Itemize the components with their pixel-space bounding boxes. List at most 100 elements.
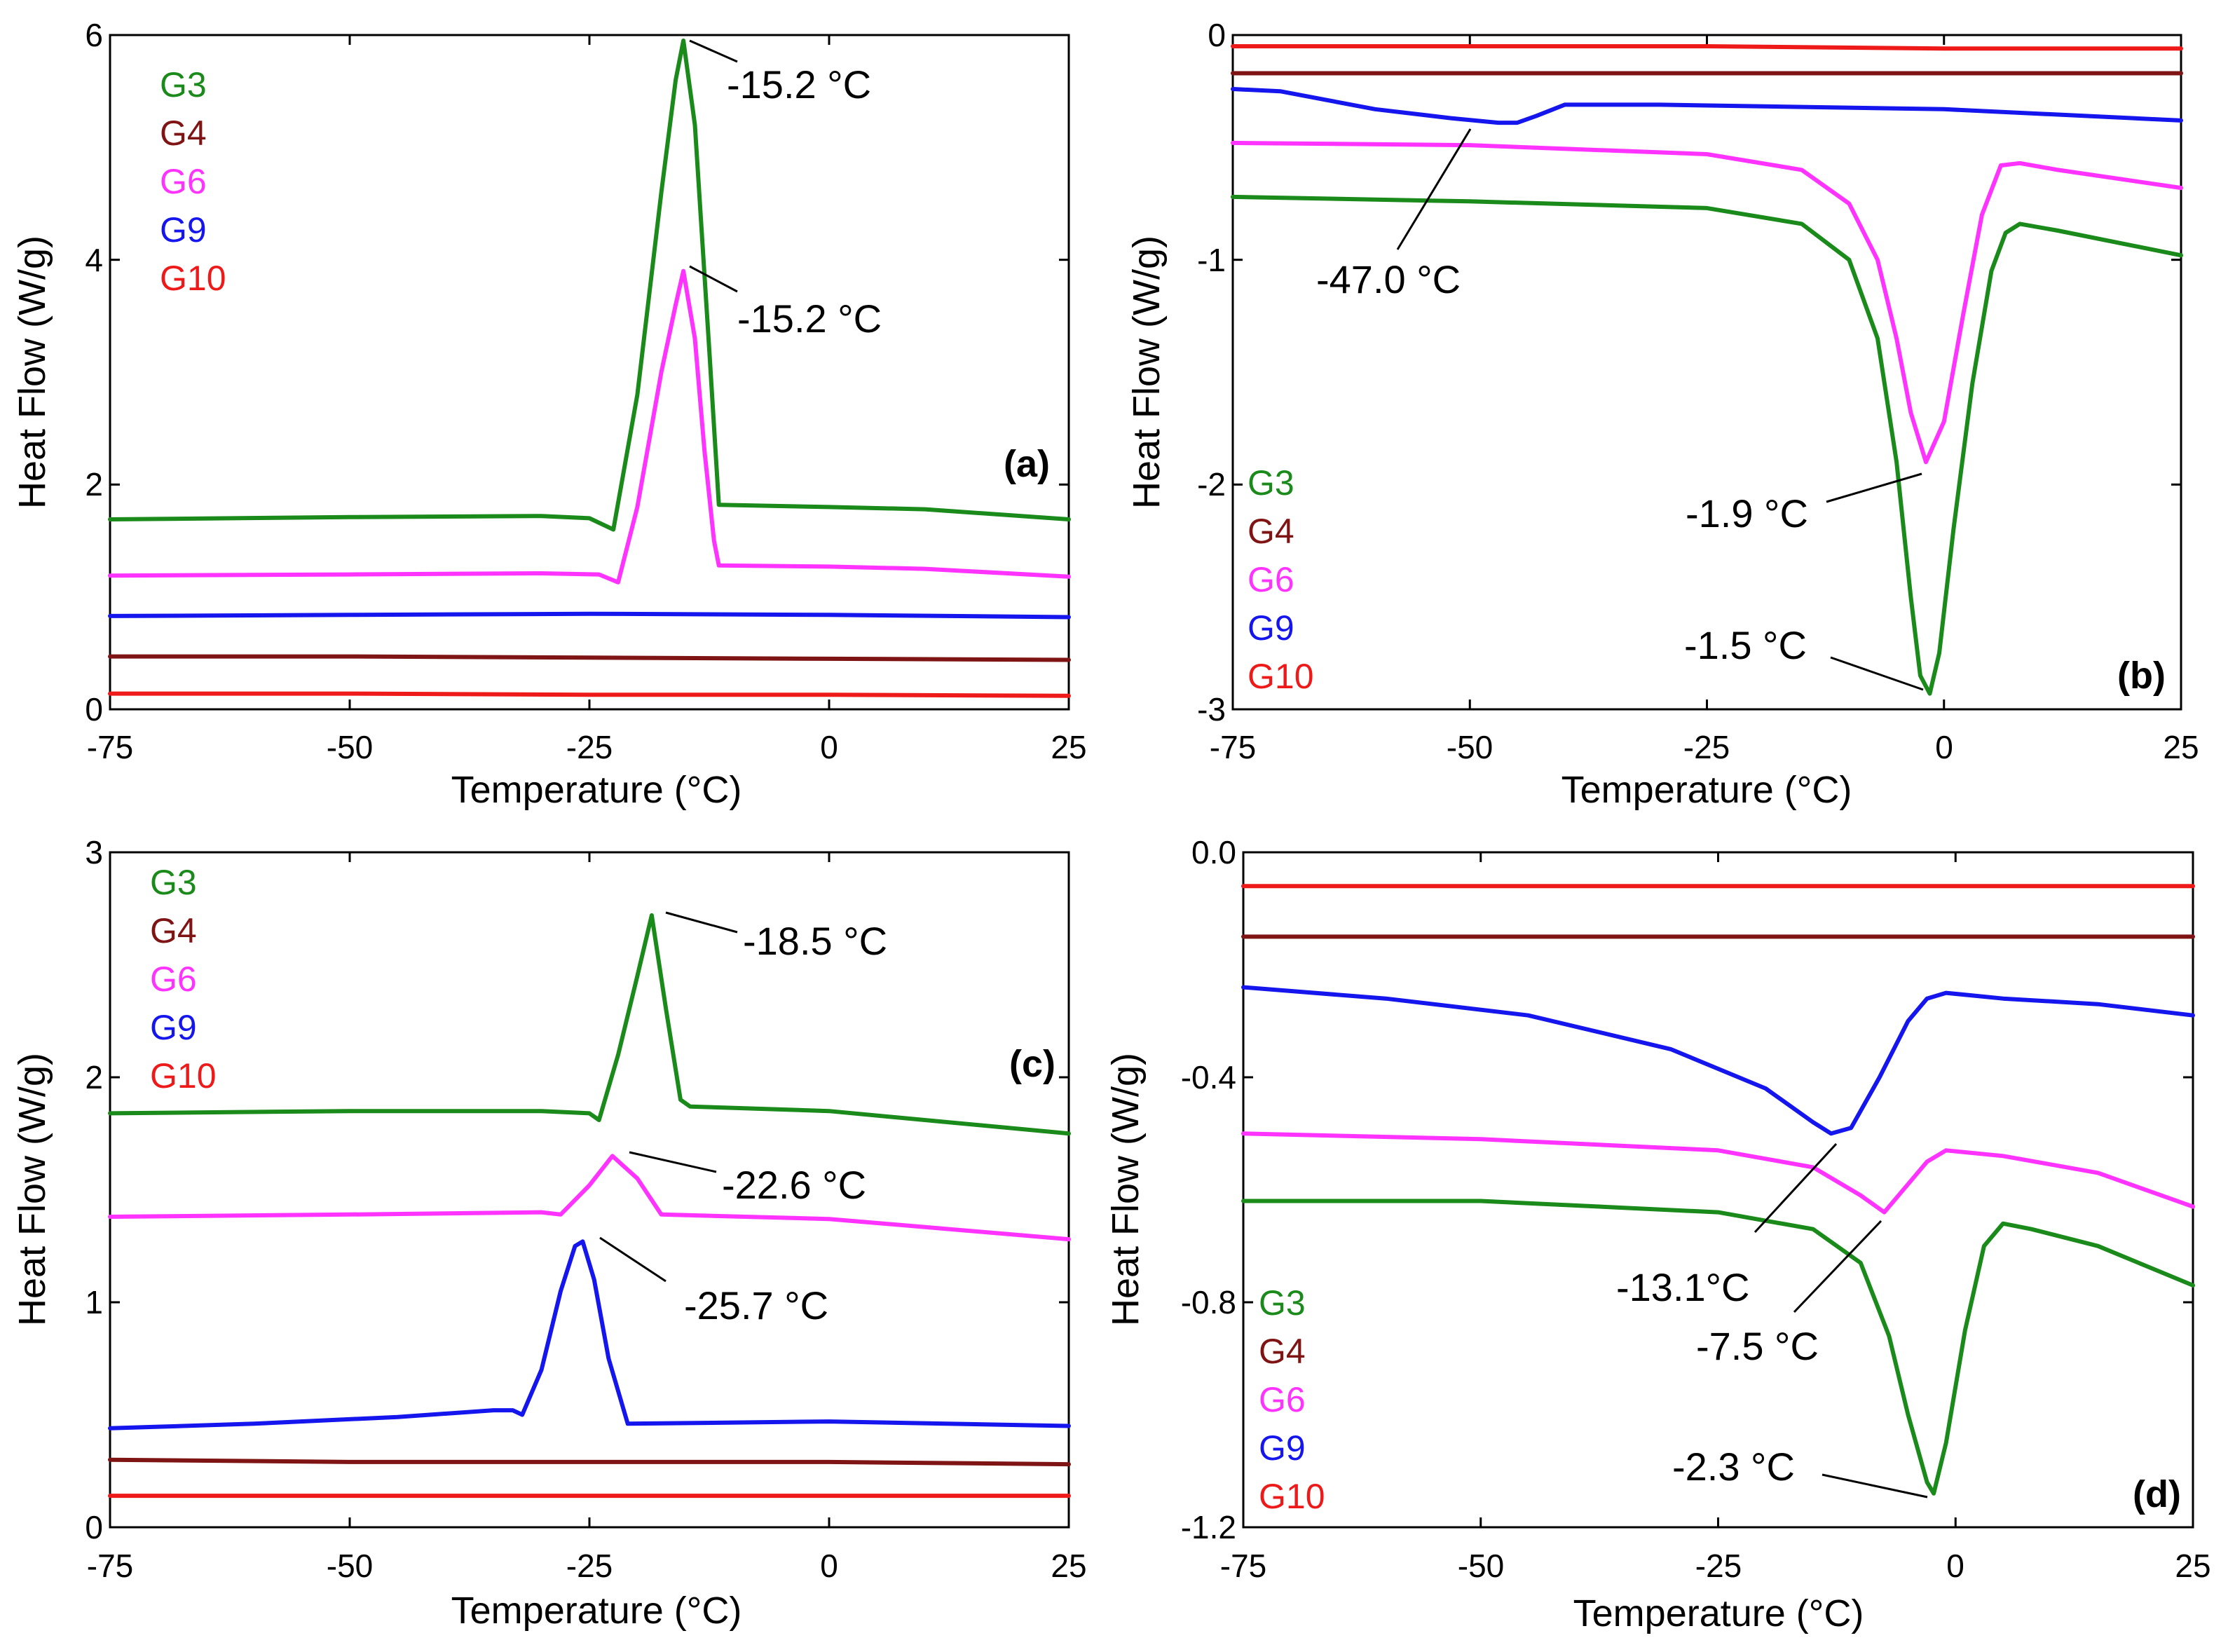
panel-label: (a) — [1004, 443, 1050, 485]
legend-entry-g3: G3 — [1259, 1283, 1306, 1323]
legend: G3 G4 G6 G9 G10 — [1259, 1283, 1325, 1516]
axis-ticks — [1231, 34, 2182, 711]
plot-frame — [109, 34, 1070, 711]
y-tick-label: 1 — [85, 1284, 103, 1320]
y-tick-labels: 0 1 2 3 — [85, 834, 103, 1545]
x-tick-label: -50 — [327, 729, 373, 765]
series-line-g3 — [108, 39, 1071, 532]
x-tick-label: 0 — [820, 729, 838, 765]
annotation-leader — [1793, 1220, 1882, 1313]
axis-ticks — [1242, 851, 2194, 1529]
legend-entry-g6: G6 — [1248, 560, 1294, 599]
x-tick-label: -25 — [566, 1548, 613, 1584]
y-tick-label: 3 — [85, 834, 103, 871]
series-line-g4 — [108, 654, 1071, 662]
y-tick-labels: -3 -2 -1 0 — [1197, 17, 1226, 728]
annotation-leader — [629, 1151, 717, 1173]
series-line-g6 — [1241, 1131, 2195, 1215]
axis-ticks — [109, 34, 1070, 711]
x-tick-label: -25 — [566, 729, 613, 765]
annotation-leader — [1396, 128, 1472, 250]
y-tick-label: 0 — [1208, 17, 1226, 53]
annotation-label: -13.1°C — [1616, 1265, 1749, 1309]
annotation-label: -47.0 °C — [1316, 257, 1461, 301]
y-tick-label: -1 — [1197, 242, 1226, 278]
legend-entry-g4: G4 — [1259, 1332, 1306, 1371]
legend-entry-g10: G10 — [150, 1056, 217, 1095]
annotation-label: -22.6 °C — [722, 1163, 866, 1207]
annotation-label: -15.2 °C — [727, 62, 871, 107]
x-tick-labels: -75 -50 -25 0 25 — [1220, 1548, 2211, 1584]
legend-entry-g3: G3 — [1248, 463, 1294, 503]
y-tick-label: 4 — [85, 242, 103, 278]
legend-entry-g4: G4 — [150, 911, 197, 950]
x-tick-labels: -75 -50 -25 0 25 — [87, 729, 1087, 765]
annotation-leader — [1826, 472, 1922, 503]
annotation-leader — [689, 39, 738, 63]
x-tick-label: 0 — [1935, 729, 1953, 765]
x-tick-label: -75 — [87, 1548, 133, 1584]
legend-entry-g9: G9 — [150, 1008, 197, 1047]
y-tick-label: 2 — [85, 466, 103, 503]
legend-entry-g9: G9 — [160, 210, 207, 250]
axis-ticks — [109, 851, 1070, 1529]
annotation-label: -2.3 °C — [1672, 1445, 1795, 1489]
plot-frame — [1231, 34, 2182, 711]
y-tick-label: -2 — [1197, 466, 1226, 503]
annotation-label: -1.5 °C — [1684, 623, 1807, 667]
series-lines — [1231, 44, 2183, 696]
panel-a: -75 -50 -25 0 25 0 2 4 6 Temperature (°C… — [11, 17, 1087, 811]
legend-entry-g9: G9 — [1248, 608, 1294, 648]
x-axis-label: Temperature (°C) — [451, 1590, 742, 1632]
x-tick-label: 25 — [1051, 729, 1086, 765]
series-lines — [108, 913, 1071, 1499]
x-tick-label: -50 — [327, 1548, 373, 1584]
legend: G3 G4 G6 G9 G10 — [150, 863, 217, 1095]
x-tick-label: 25 — [2163, 729, 2199, 765]
panel-label: (d) — [2133, 1473, 2181, 1515]
y-tick-label: 0 — [85, 1509, 103, 1545]
legend-entry-g10: G10 — [1248, 657, 1314, 696]
annotation-leader — [1822, 1473, 1928, 1499]
panel-c: -75 -50 -25 0 25 0 1 2 3 Temperature (°C… — [11, 834, 1087, 1632]
y-axis-label: Heat Flow (W/g) — [1105, 1053, 1147, 1326]
annotation-leader — [689, 265, 738, 293]
x-tick-label: 25 — [1051, 1548, 1086, 1584]
y-tick-labels: 0 2 4 6 — [85, 17, 103, 728]
x-tick-label: -75 — [87, 729, 133, 765]
legend: G3 G4 G6 G9 G10 — [160, 65, 226, 298]
x-tick-labels: -75 -50 -25 0 25 — [1210, 729, 2199, 765]
series-line-g3 — [108, 913, 1071, 1136]
series-line-g10 — [108, 691, 1071, 698]
y-tick-labels: -1.2 -0.8 -0.4 0.0 — [1181, 834, 1236, 1545]
annotation-leader — [599, 1236, 667, 1283]
legend: G3 G4 G6 G9 G10 — [1248, 463, 1314, 696]
x-tick-label: 0 — [1946, 1548, 1964, 1584]
legend-entry-g6: G6 — [160, 162, 207, 201]
legend-entry-g10: G10 — [1259, 1477, 1325, 1516]
series-lines — [1241, 884, 2195, 1496]
x-axis-label: Temperature (°C) — [1573, 1592, 1864, 1634]
y-axis-label: Heat Flow (W/g) — [11, 1053, 53, 1326]
x-tick-labels: -75 -50 -25 0 25 — [87, 1548, 1087, 1584]
annotation-label: -7.5 °C — [1696, 1324, 1819, 1368]
series-line-g9 — [1231, 87, 2183, 125]
plot-frame — [1242, 851, 2194, 1529]
legend-entry-g3: G3 — [160, 65, 207, 104]
legend-entry-g3: G3 — [150, 863, 197, 902]
panel-d: -75 -50 -25 0 25 -1.2 -0.8 -0.4 0.0 Temp… — [1105, 834, 2211, 1634]
legend-entry-g6: G6 — [1259, 1380, 1306, 1419]
series-line-g6 — [108, 268, 1071, 585]
series-line-g4 — [108, 1457, 1071, 1467]
y-tick-label: -3 — [1197, 691, 1226, 728]
x-tick-label: 25 — [2175, 1548, 2210, 1584]
annotation-leader — [1754, 1142, 1838, 1234]
y-axis-label: Heat Flow (W/g) — [1126, 235, 1168, 509]
series-line-g9 — [108, 611, 1071, 620]
y-axis-label: Heat Flow (W/g) — [11, 235, 53, 509]
x-tick-label: -50 — [1458, 1548, 1504, 1584]
x-axis-label: Temperature (°C) — [1561, 769, 1852, 811]
series-line-g10 — [1231, 44, 2183, 51]
y-tick-label: 0 — [85, 691, 103, 728]
x-tick-label: -25 — [1695, 1548, 1742, 1584]
